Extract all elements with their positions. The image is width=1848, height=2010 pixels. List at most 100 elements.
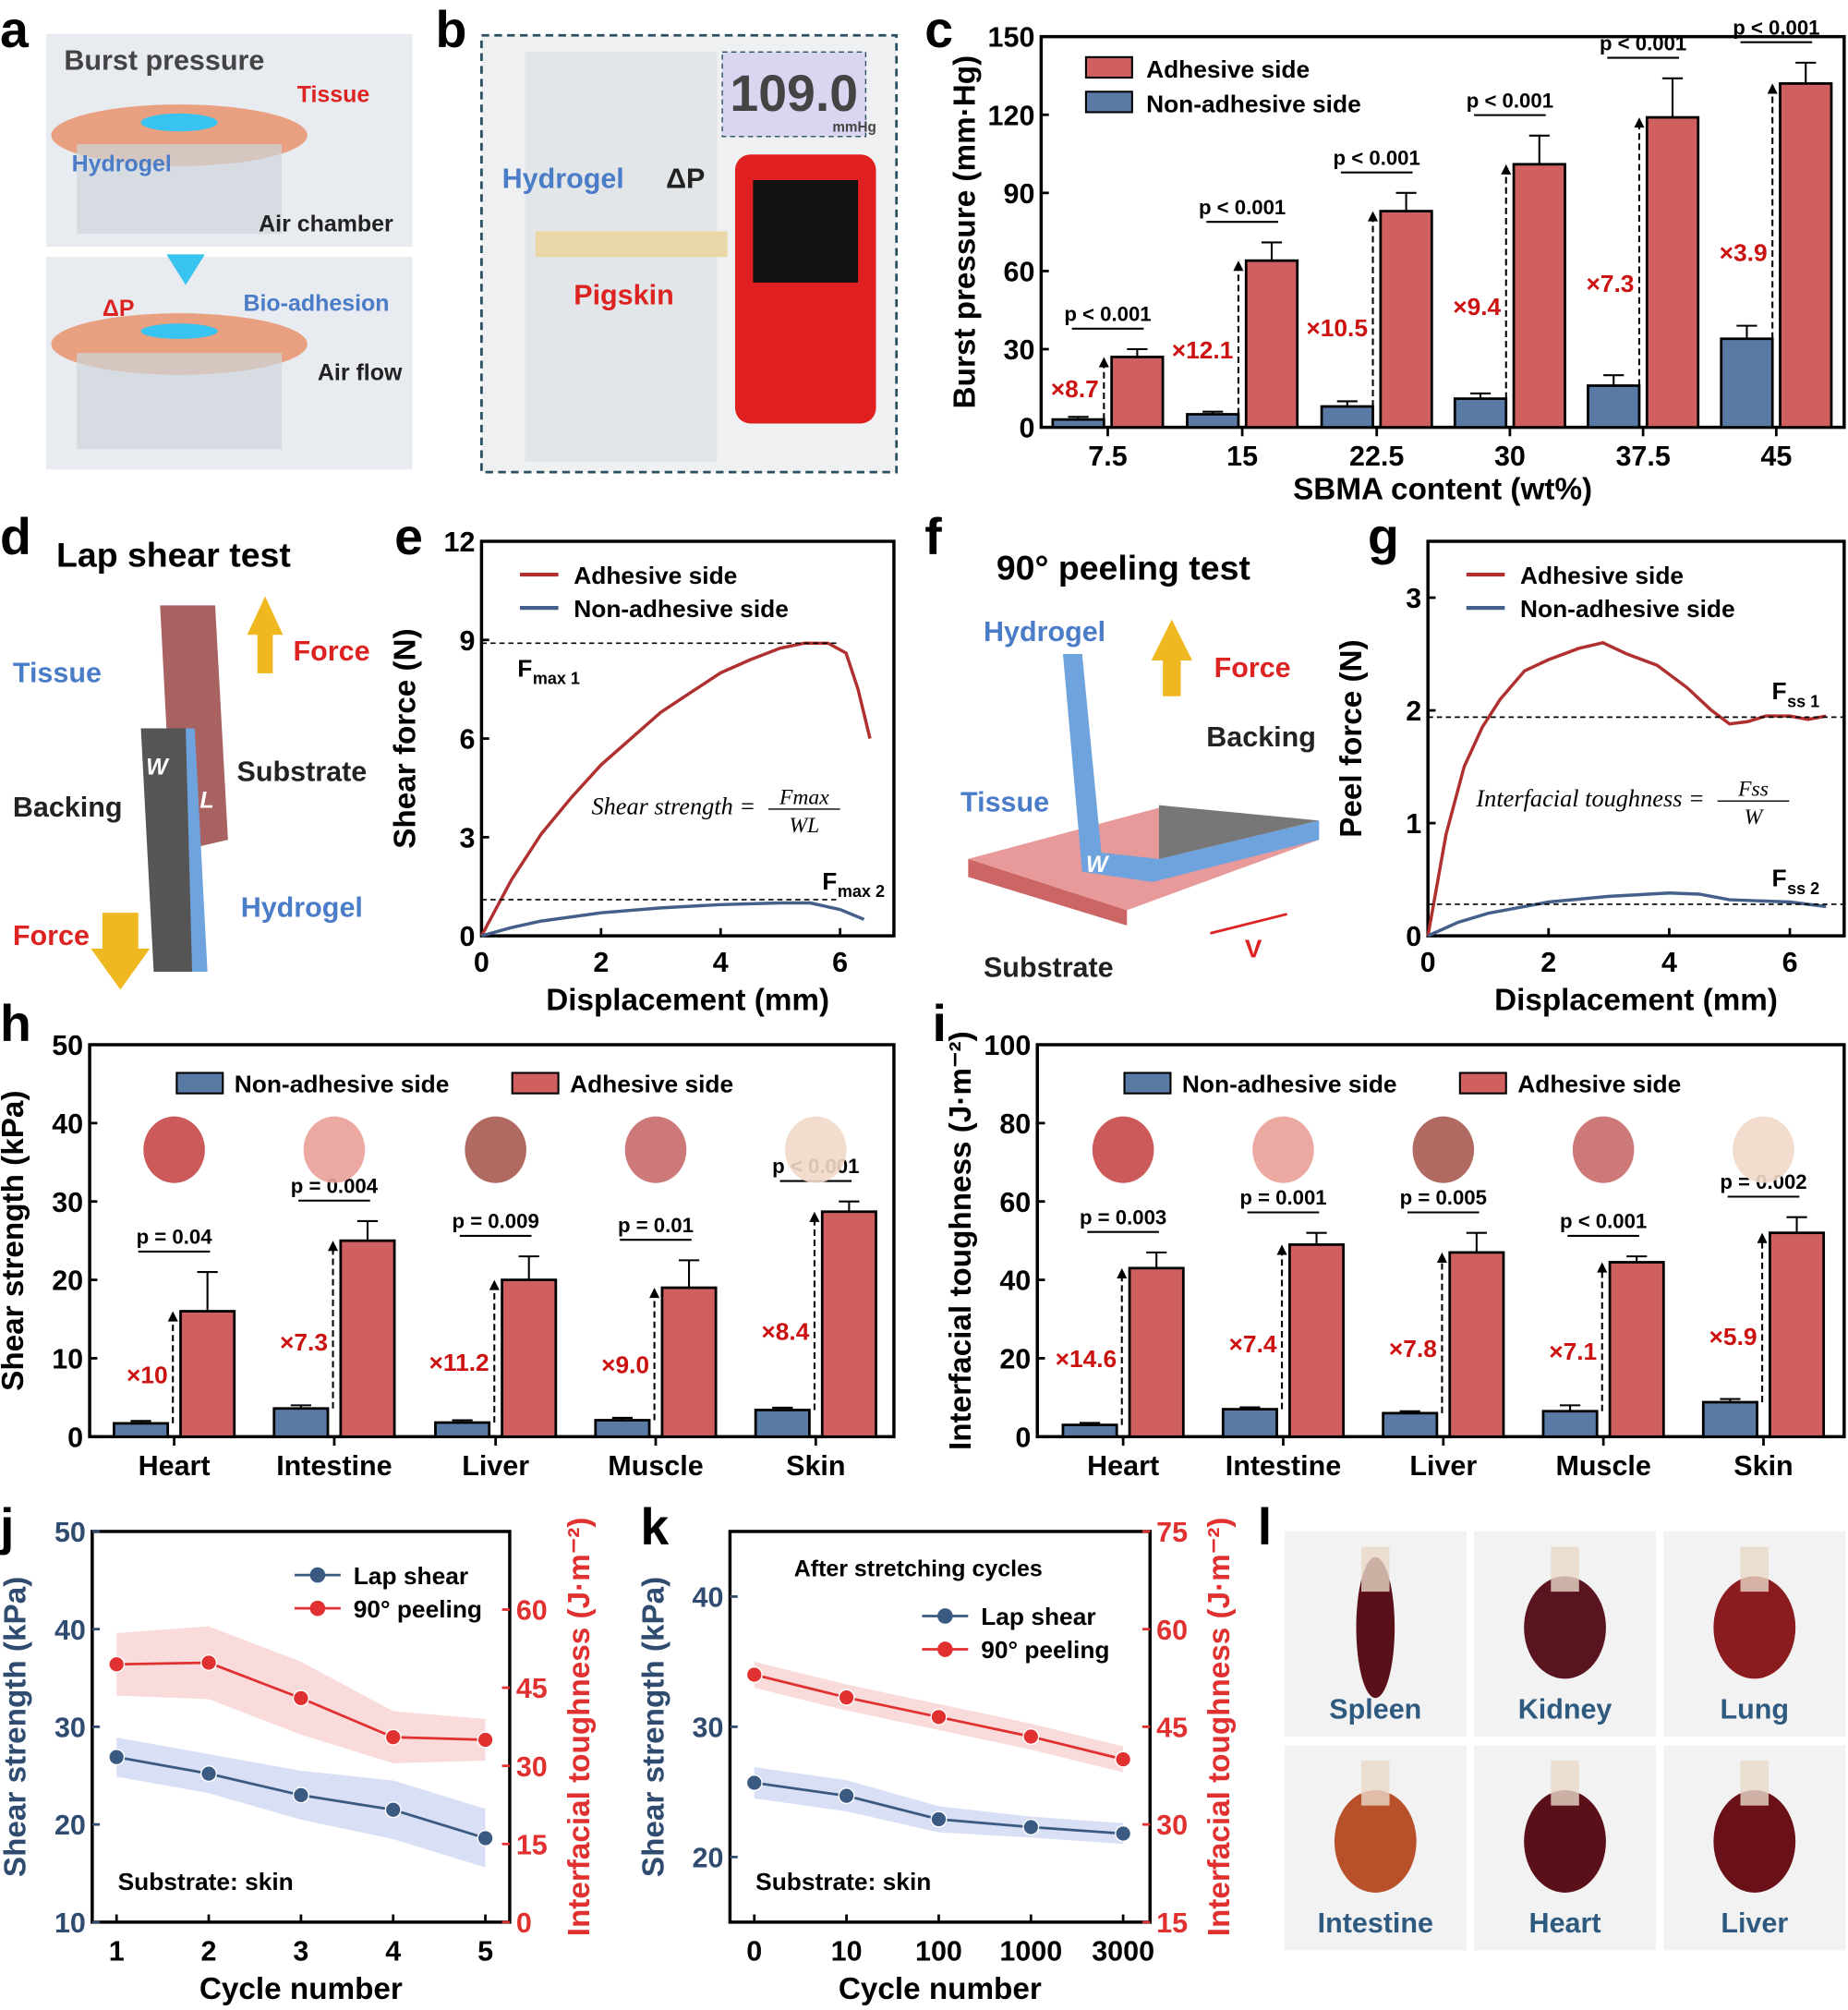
fold-change-label: ×7.3: [1586, 270, 1634, 297]
p-value-label: p = 0.01: [618, 1214, 694, 1237]
data-point: [384, 1801, 402, 1819]
x-tick-label: 7.5: [1088, 441, 1127, 472]
x-tick-label: 22.5: [1349, 441, 1404, 472]
bar-non-adhesive: [1720, 337, 1774, 429]
y-tick-label: 20: [693, 1842, 724, 1873]
arrow-head-icon: [1233, 260, 1244, 272]
substrate-annotation: Substrate: skin: [755, 1868, 931, 1895]
x-tick-label: Muscle: [1555, 1450, 1650, 1482]
panel-letter: d: [0, 508, 31, 565]
label-hydrogel: Hydrogel: [984, 616, 1105, 648]
data-point: [292, 1786, 309, 1804]
force-up-arrow-icon: [247, 596, 284, 673]
bar-non-adhesive: [272, 1407, 330, 1438]
label-tissue: Tissue: [297, 81, 370, 107]
y-tick-label: 50: [54, 1517, 86, 1548]
legend-swatch: [511, 1072, 560, 1095]
label-delta-p: ΔP: [666, 163, 705, 194]
plot-frame: [88, 1043, 896, 1439]
fold-change-label: ×7.3: [280, 1328, 328, 1356]
pressure-unit: mmHg: [832, 119, 876, 135]
y-tick-label: 40: [999, 1265, 1031, 1297]
arrow-head-icon: [1767, 83, 1778, 94]
label-air-flow: Air flow: [318, 359, 403, 385]
data-point: [930, 1708, 948, 1725]
organ-muscle-icon: [624, 1116, 687, 1183]
y-axis-label-right: Interfacial toughness (J·m⁻²): [562, 1518, 597, 1937]
y-tick-label: 3: [1406, 583, 1421, 614]
bar-adhesive: [1779, 82, 1833, 429]
label-velocity: V: [1245, 935, 1262, 963]
bar-non-adhesive: [1186, 413, 1240, 429]
y-tick-label: 60: [1004, 257, 1035, 288]
label-hydrogel: Hydrogel: [72, 151, 172, 176]
organ-heart-icon: [143, 1116, 205, 1183]
legend-marker: [937, 1608, 953, 1624]
meter-screen: [753, 179, 859, 283]
x-tick-label: Skin: [1733, 1450, 1793, 1482]
data-point: [1115, 1750, 1132, 1768]
y-tick-label: 0: [67, 1422, 83, 1453]
fold-change-label: ×14.6: [1056, 1345, 1117, 1373]
plot-frame: [1426, 539, 1846, 938]
x-tick-label: Intestine: [276, 1450, 392, 1482]
organ-label: Intestine: [1318, 1907, 1433, 1939]
y-tick-label: 30: [52, 1187, 83, 1218]
legend-label: Lap shear: [981, 1603, 1095, 1630]
legend-label: Non-adhesive side: [1146, 90, 1361, 117]
panel-letter: l: [1258, 1498, 1272, 1556]
y-axis-label: Burst pressure (mm·Hg): [948, 55, 982, 409]
legend-swatch: [1123, 1072, 1172, 1095]
label-substrate: Substrate: [984, 951, 1114, 983]
y-tick-label: 15: [516, 1829, 548, 1860]
x-tick-label: 0: [746, 1935, 762, 1967]
x-tick-label: 1000: [999, 1935, 1062, 1967]
legend-label: Non-adhesive side: [235, 1070, 450, 1097]
arrow-head-icon: [649, 1288, 660, 1299]
substrate-edge: [968, 858, 1128, 926]
legend-swatch: [1084, 55, 1133, 79]
y-tick-label: 0: [1015, 1422, 1031, 1453]
bar-non-adhesive: [1382, 1411, 1439, 1438]
bar-non-adhesive: [754, 1409, 811, 1438]
hydrogel-peeled: [1062, 654, 1320, 882]
y-tick-label: 6: [459, 724, 475, 756]
y-tick-label: 40: [52, 1108, 83, 1140]
y-tick-label: 30: [1156, 1810, 1188, 1841]
x-tick-label: 45: [1760, 441, 1792, 472]
x-tick-label: 4: [1661, 947, 1677, 978]
y-tick-label: 3: [459, 822, 475, 854]
legend-marker: [309, 1600, 326, 1616]
legend-label: 90° peeling: [354, 1595, 482, 1623]
legend-label: Adhesive side: [1520, 562, 1684, 589]
adhesive-patch: [1551, 1546, 1579, 1592]
x-tick-label: 2: [593, 947, 609, 978]
y-tick-label: 0: [516, 1907, 532, 1939]
y-tick-label: 30: [693, 1712, 724, 1743]
arrow-head-icon: [1597, 1262, 1608, 1273]
p-value-label: p < 0.001: [1334, 146, 1420, 169]
y-tick-label: 60: [516, 1595, 548, 1627]
label-pigskin: Pigskin: [574, 279, 673, 310]
legend-label: Adhesive side: [1146, 55, 1310, 83]
bar-adhesive: [1769, 1231, 1826, 1438]
y-tick-label: 60: [1156, 1615, 1188, 1646]
fold-change-label: ×7.1: [1549, 1338, 1597, 1365]
organ-heart-icon: [1092, 1116, 1154, 1183]
x-tick-label: 15: [1226, 441, 1258, 472]
data-point: [745, 1665, 763, 1684]
data-point: [1022, 1818, 1040, 1835]
p-value-label: p < 0.001: [1064, 303, 1151, 326]
p-value-label: p < 0.001: [1199, 196, 1286, 219]
y-tick-label: 20: [54, 1810, 86, 1841]
force-label-subscript: max 2: [838, 882, 885, 901]
bar-adhesive: [1379, 210, 1433, 429]
legend-swatch: [1458, 1072, 1507, 1095]
y-tick-label: 0: [1406, 921, 1421, 952]
formula-lhs: Shear strength =: [591, 793, 755, 819]
y-axis-label: Interfacial toughness (J·m⁻²): [944, 1031, 978, 1450]
panel-letter: c: [924, 1, 953, 58]
y-tick-label: 50: [52, 1030, 83, 1061]
